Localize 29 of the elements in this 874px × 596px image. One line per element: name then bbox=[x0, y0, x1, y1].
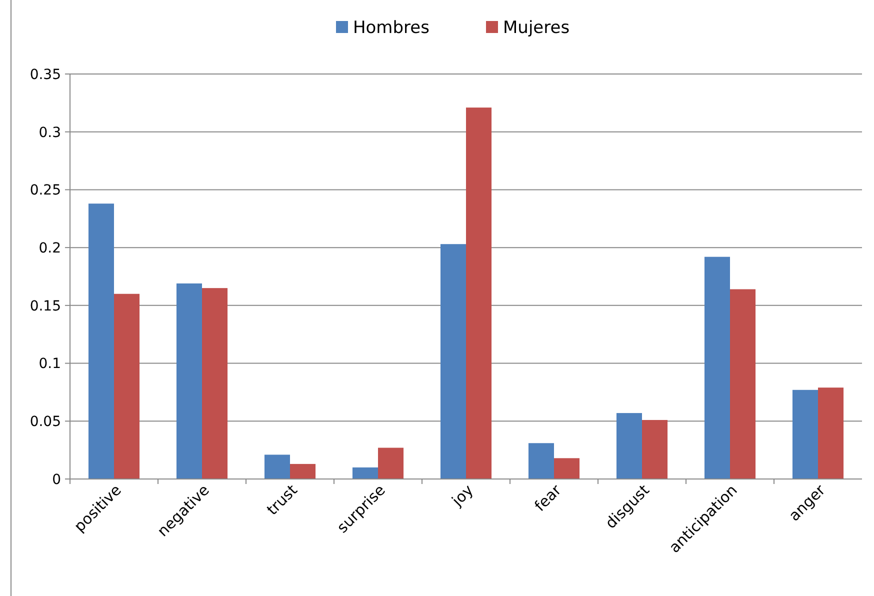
y-tick-label: 0.35 bbox=[30, 66, 61, 83]
bar bbox=[176, 283, 202, 479]
legend-label: Hombres bbox=[353, 18, 430, 38]
bar bbox=[730, 289, 756, 479]
bar bbox=[528, 443, 554, 479]
y-tick-label: 0.3 bbox=[38, 124, 61, 141]
y-tick-label: 0.15 bbox=[30, 298, 61, 314]
bar bbox=[264, 454, 290, 479]
bar bbox=[202, 288, 228, 479]
bar bbox=[792, 390, 818, 479]
bar bbox=[88, 204, 114, 479]
bar bbox=[554, 458, 580, 479]
bar bbox=[642, 420, 668, 479]
x-tick-label: joy bbox=[448, 481, 477, 510]
legend-label: Mujeres bbox=[503, 18, 570, 38]
bar bbox=[378, 448, 404, 479]
y-tick-label: 0 bbox=[52, 472, 61, 488]
y-tick-label: 0.25 bbox=[30, 182, 61, 199]
bar bbox=[114, 294, 140, 479]
y-tick-label: 0.2 bbox=[38, 240, 61, 256]
bar bbox=[352, 467, 378, 479]
bar bbox=[466, 108, 492, 479]
bar bbox=[818, 388, 844, 479]
y-tick-label: 0.1 bbox=[38, 356, 61, 372]
bar bbox=[290, 464, 316, 479]
bar bbox=[440, 244, 466, 479]
y-tick-label: 0.05 bbox=[30, 414, 61, 430]
bar bbox=[616, 413, 642, 479]
bar bbox=[704, 256, 730, 479]
